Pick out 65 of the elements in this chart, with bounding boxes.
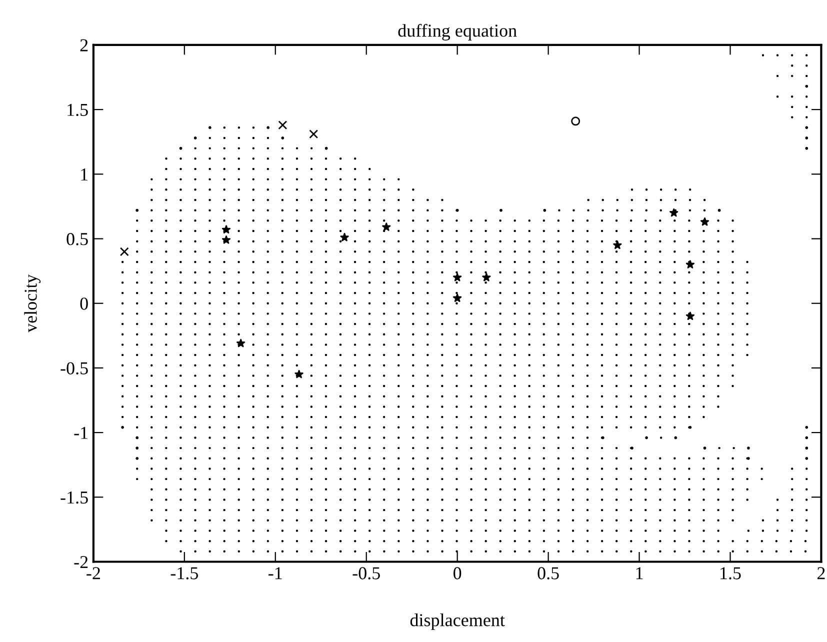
point (208, 126, 212, 130)
x-tick-label: -0.5 (352, 567, 380, 580)
point (266, 126, 270, 130)
point (686, 312, 695, 320)
point (746, 456, 750, 460)
chart-title: duffing equation (398, 24, 517, 41)
point (194, 136, 197, 140)
point (453, 294, 462, 302)
point (281, 136, 284, 140)
point (805, 136, 808, 140)
y-tick-label: -2 (74, 556, 88, 568)
point (571, 116, 580, 126)
point (805, 426, 808, 429)
x-axis-title: displacement (410, 614, 505, 630)
point (222, 236, 231, 244)
point (482, 273, 491, 282)
point (805, 436, 808, 440)
point (645, 436, 648, 440)
point (179, 146, 182, 150)
x-tick-label: 0.5 (538, 567, 559, 580)
y-tick-label: 1.5 (68, 104, 88, 116)
y-tick-label: -1 (74, 426, 88, 439)
point (674, 436, 678, 440)
point (456, 208, 459, 212)
point (121, 426, 124, 429)
point (670, 208, 678, 217)
y-tick-label: -0.5 (60, 362, 88, 374)
point (382, 222, 391, 231)
y-tick-label: -1.5 (60, 491, 88, 504)
point (236, 338, 246, 348)
point (601, 436, 604, 440)
y-tick-label: 2 (80, 39, 88, 52)
point (222, 225, 231, 234)
x-tick-label: 2 (817, 567, 825, 580)
y-tick-label: 0.5 (66, 233, 88, 246)
point (136, 436, 139, 440)
y-axis-title: velocity (24, 274, 41, 332)
point (543, 208, 546, 212)
point (309, 130, 318, 139)
y-tick-label: 0 (80, 298, 88, 310)
point (718, 208, 721, 212)
x-tick-label: -1 (268, 567, 282, 580)
point (805, 126, 808, 130)
point (686, 260, 695, 268)
point (805, 456, 808, 460)
x-tick-label: 1 (636, 567, 643, 580)
point (703, 446, 706, 450)
point (688, 426, 692, 429)
point (136, 208, 139, 212)
x-tick-label: 1.5 (720, 567, 741, 580)
point (324, 146, 328, 150)
point (294, 370, 304, 378)
point (136, 456, 139, 460)
x-tick-label: 0 (454, 567, 462, 580)
point (805, 446, 808, 450)
point (613, 240, 622, 249)
x-tick-label: -1.5 (170, 567, 198, 580)
point (700, 217, 710, 226)
point (805, 146, 808, 150)
point (278, 120, 288, 130)
point (500, 208, 502, 212)
point (120, 247, 129, 256)
y-tick-label: 1 (81, 168, 88, 180)
point (453, 273, 462, 282)
point (340, 232, 349, 242)
